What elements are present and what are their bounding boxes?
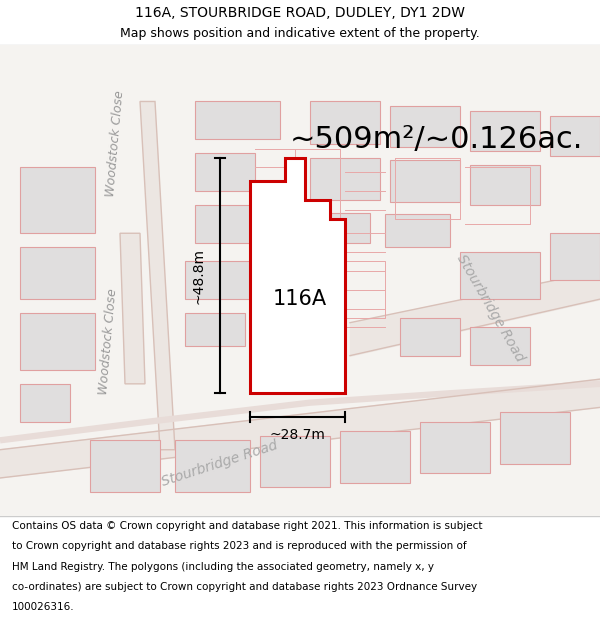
Text: Stourbridge Road: Stourbridge Road: [454, 253, 526, 364]
Polygon shape: [390, 160, 460, 202]
Polygon shape: [20, 248, 95, 299]
Polygon shape: [460, 252, 540, 299]
Polygon shape: [310, 158, 380, 200]
Polygon shape: [20, 313, 95, 370]
Polygon shape: [470, 164, 540, 205]
Text: HM Land Registry. The polygons (including the associated geometry, namely x, y: HM Land Registry. The polygons (includin…: [12, 561, 434, 571]
Polygon shape: [195, 101, 280, 139]
Text: ~48.8m: ~48.8m: [191, 248, 205, 304]
Polygon shape: [500, 412, 570, 464]
Polygon shape: [390, 106, 460, 147]
Text: Woodstock Close: Woodstock Close: [97, 288, 119, 395]
Polygon shape: [195, 205, 250, 242]
Text: co-ordinates) are subject to Crown copyright and database rights 2023 Ordnance S: co-ordinates) are subject to Crown copyr…: [12, 582, 477, 592]
Polygon shape: [195, 153, 255, 191]
Polygon shape: [185, 313, 245, 346]
Polygon shape: [185, 261, 250, 299]
Text: Stourbridge Road: Stourbridge Road: [160, 439, 280, 489]
Text: to Crown copyright and database rights 2023 and is reproduced with the permissio: to Crown copyright and database rights 2…: [12, 541, 467, 551]
Polygon shape: [470, 111, 540, 151]
Polygon shape: [90, 441, 160, 492]
Polygon shape: [140, 101, 175, 450]
Polygon shape: [385, 214, 450, 248]
Polygon shape: [20, 384, 70, 421]
Polygon shape: [260, 436, 330, 488]
Polygon shape: [470, 328, 530, 365]
Text: Map shows position and indicative extent of the property.: Map shows position and indicative extent…: [120, 28, 480, 40]
Text: ~28.7m: ~28.7m: [269, 428, 325, 442]
Polygon shape: [250, 158, 345, 393]
Text: Woodstock Close: Woodstock Close: [104, 90, 126, 198]
Polygon shape: [310, 101, 380, 144]
Polygon shape: [20, 168, 95, 233]
Polygon shape: [120, 233, 145, 384]
Polygon shape: [340, 431, 410, 482]
Text: Contains OS data © Crown copyright and database right 2021. This information is : Contains OS data © Crown copyright and d…: [12, 521, 482, 531]
Text: ~509m²/~0.126ac.: ~509m²/~0.126ac.: [290, 124, 583, 154]
Polygon shape: [550, 233, 600, 280]
Polygon shape: [310, 213, 370, 243]
Polygon shape: [400, 318, 460, 356]
Text: 116A, STOURBRIDGE ROAD, DUDLEY, DY1 2DW: 116A, STOURBRIDGE ROAD, DUDLEY, DY1 2DW: [135, 6, 465, 19]
Polygon shape: [420, 421, 490, 473]
Text: 100026316.: 100026316.: [12, 602, 74, 612]
Text: 116A: 116A: [273, 289, 327, 309]
Polygon shape: [175, 441, 250, 492]
Polygon shape: [550, 116, 600, 156]
